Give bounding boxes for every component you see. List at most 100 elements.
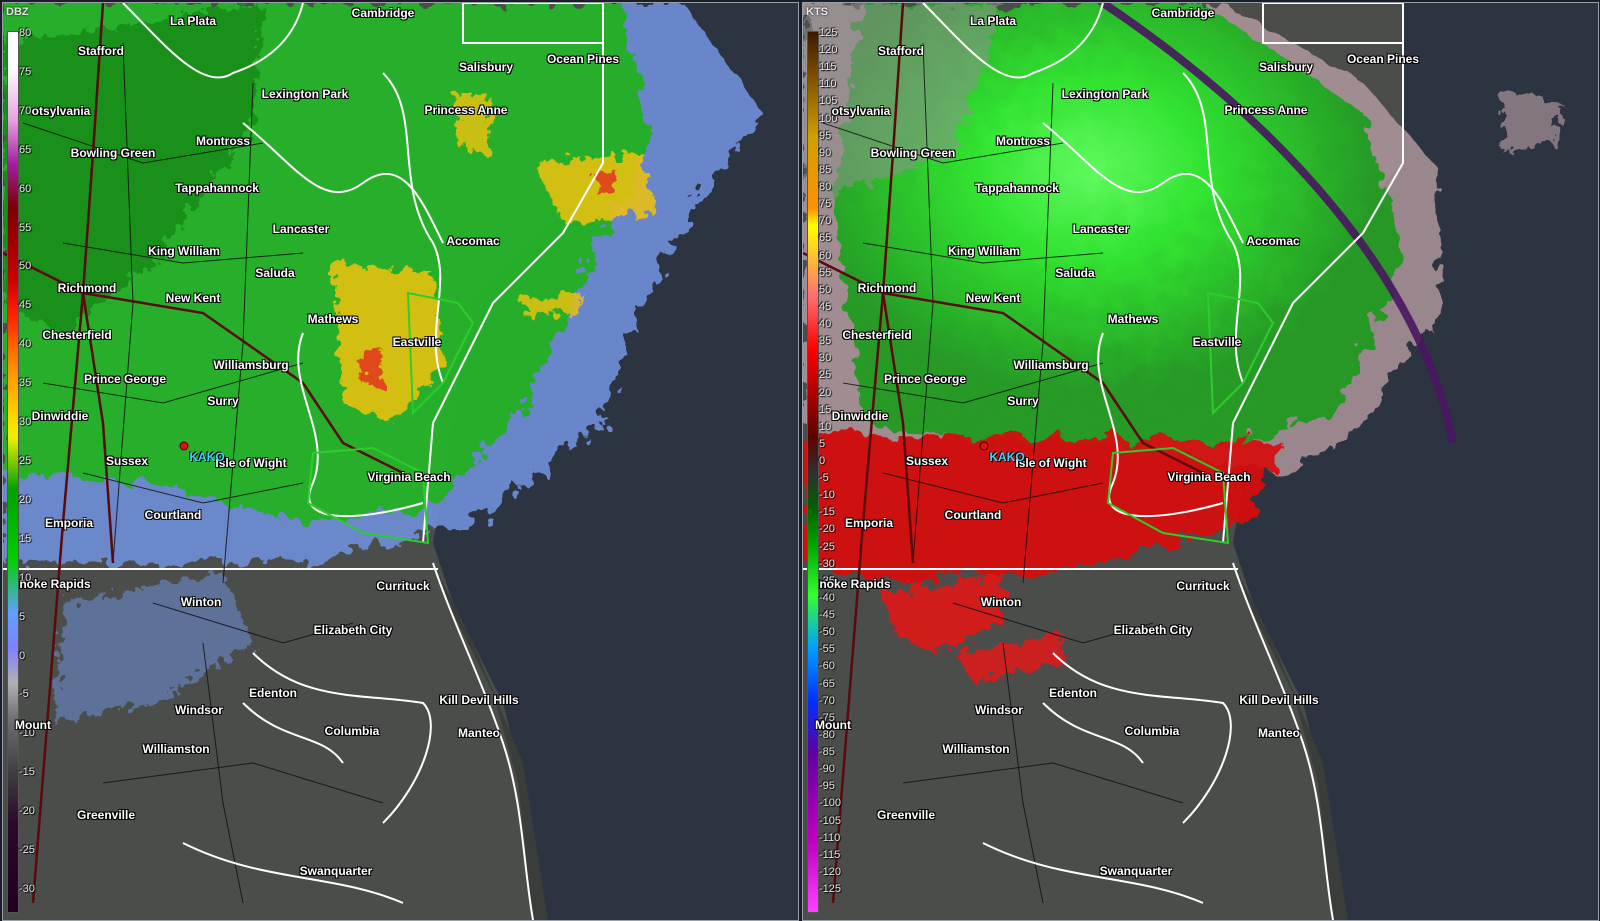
velocity-city-label: Edenton — [1049, 686, 1097, 700]
reflectivity-tick-label: 5 — [19, 610, 26, 623]
velocity-tick-label: 65 — [819, 232, 832, 245]
velocity-city-label: La Plata — [969, 14, 1017, 28]
reflectivity-city-label: Windsor — [175, 703, 223, 717]
velocity-tick-label: -95 — [819, 780, 835, 793]
velocity-city-label: Cambridge — [1151, 6, 1215, 20]
velocity-tick-label: 15 — [819, 403, 832, 416]
velocity-city-label: Accomac — [1246, 234, 1300, 248]
velocity-city-label: Eastville — [1192, 335, 1242, 349]
velocity-city-label: Columbia — [1124, 724, 1180, 738]
reflectivity-city-label: Williamston — [142, 742, 210, 756]
velocity-city-label: New Kent — [965, 291, 1021, 305]
reflectivity-city-label: Bowling Green — [70, 146, 156, 160]
velocity-city-label: Elizabeth City — [1113, 623, 1193, 637]
velocity-tick-label: -10 — [819, 489, 835, 502]
velocity-tick-label: 5 — [819, 437, 826, 450]
velocity-city-label: Swanquarter — [1099, 864, 1173, 878]
velocity-station-marker-icon — [979, 441, 989, 451]
velocity-city-label: Kill Devil Hills — [1239, 693, 1319, 707]
velocity-tick-label: 70 — [819, 215, 832, 228]
reflectivity-city-label: Isle of Wight — [215, 456, 287, 470]
velocity-tick-label: 50 — [819, 283, 832, 296]
reflectivity-map — [3, 3, 798, 920]
velocity-tick-label: 30 — [819, 352, 832, 365]
velocity-city-label: King William — [948, 244, 1020, 258]
velocity-tick-label: -75 — [819, 711, 835, 724]
velocity-station-label: KAKO — [989, 450, 1025, 464]
reflectivity-city-label: La Plata — [169, 14, 217, 28]
velocity-tick-label: 80 — [819, 181, 832, 194]
reflectivity-tick-label: 30 — [19, 416, 32, 429]
velocity-tick-label: -80 — [819, 728, 835, 741]
velocity-tick-label: -55 — [819, 643, 835, 656]
velocity-tick-label: -125 — [819, 883, 842, 895]
reflectivity-city-label: Greenville — [76, 808, 136, 822]
reflectivity-city-label: Winton — [180, 595, 222, 609]
velocity-map — [803, 3, 1598, 920]
velocity-city-label: Lexington Park — [1061, 87, 1149, 101]
velocity-tick-label: -100 — [819, 797, 842, 810]
reflectivity-city-label: Courtland — [144, 508, 202, 522]
velocity-city-label: otsylvania — [831, 104, 891, 118]
reflectivity-tick-label: 80 — [19, 27, 32, 39]
velocity-tick-label: -115 — [819, 848, 841, 861]
velocity-city-label: Isle of Wight — [1015, 456, 1087, 470]
velocity-city-label: Ocean Pines — [1346, 52, 1420, 66]
velocity-city-label: Sussex — [905, 454, 949, 468]
velocity-city-label: Stafford — [878, 44, 924, 58]
velocity-city-label: Courtland — [944, 508, 1002, 522]
velocity-city-label: Williamsburg — [1013, 358, 1089, 372]
velocity-tick-label: 85 — [819, 163, 832, 176]
reflectivity-city-label: New Kent — [165, 291, 221, 305]
velocity-city-label: Prince George — [883, 372, 967, 386]
reflectivity-panel[interactable]: DBZ 80 75 70 65 60 55 50 45 40 35 30 25 20 15 10 5 0 -5 -1… — [2, 2, 799, 921]
velocity-tick-label: -30 — [819, 557, 835, 570]
velocity-tick-label: -5 — [819, 472, 829, 485]
velocity-tick-label: 110 — [819, 78, 837, 91]
velocity-tick-label: -50 — [819, 626, 835, 639]
velocity-city-label: Richmond — [857, 281, 917, 295]
reflectivity-station-label: KAKO — [189, 450, 225, 464]
reflectivity-city-label: Montross — [196, 134, 250, 148]
velocity-tick-label: 120 — [819, 44, 838, 57]
velocity-tick-label: -120 — [819, 865, 842, 878]
velocity-tick-label: -15 — [819, 506, 835, 519]
reflectivity-city-label: Salisbury — [458, 60, 514, 74]
velocity-colorbar — [807, 31, 819, 913]
velocity-city-label: Greenville — [876, 808, 936, 822]
reflectivity-city-label: Ocean Pines — [546, 52, 620, 66]
reflectivity-city-label: Currituck — [376, 579, 430, 593]
velocity-city-label: Virginia Beach — [1167, 470, 1251, 484]
reflectivity-colorbar — [7, 31, 19, 913]
reflectivity-city-label: Mathews — [307, 312, 359, 326]
reflectivity-city-label: Emporia — [44, 516, 94, 530]
reflectivity-city-label: Accomac — [446, 234, 500, 248]
velocity-tick-label: 100 — [819, 112, 838, 125]
velocity-tick-label: -105 — [819, 814, 842, 827]
velocity-panel[interactable]: KTS 125 120 115 110 105 100 95 90 85 80 75 70 65 60 55… — [802, 2, 1599, 921]
reflectivity-city-label: Saluda — [255, 266, 295, 280]
reflectivity-city-label: Sussex — [105, 454, 149, 468]
velocity-tick-label: 90 — [819, 146, 832, 159]
reflectivity-tick-label: 20 — [19, 493, 32, 506]
reflectivity-tick-label: 10 — [19, 571, 32, 584]
velocity-city-label: Winton — [980, 595, 1022, 609]
velocity-tick-label: 95 — [819, 129, 832, 142]
reflectivity-city-label: Elizabeth City — [313, 623, 393, 637]
velocity-city-label: Mount — [815, 718, 851, 732]
velocity-city-label: Montross — [996, 134, 1050, 148]
velocity-tick-label: 20 — [819, 386, 832, 399]
velocity-tick-label: -40 — [819, 591, 835, 604]
velocity-tick-label: 25 — [819, 369, 832, 382]
velocity-city-label: Emporia — [844, 516, 894, 530]
reflectivity-tick-label: 45 — [19, 299, 32, 312]
velocity-tick-label: -60 — [819, 660, 835, 673]
velocity-tick-label: 115 — [819, 61, 837, 74]
reflectivity-city-label: Cambridge — [351, 6, 415, 20]
reflectivity-tick-label: 55 — [19, 221, 32, 234]
reflectivity-city-label: Manteo — [458, 726, 500, 740]
velocity-city-label: Bowling Green — [870, 146, 956, 160]
reflectivity-city-label: Richmond — [57, 281, 117, 295]
reflectivity-tick-label: -30 — [19, 883, 35, 895]
